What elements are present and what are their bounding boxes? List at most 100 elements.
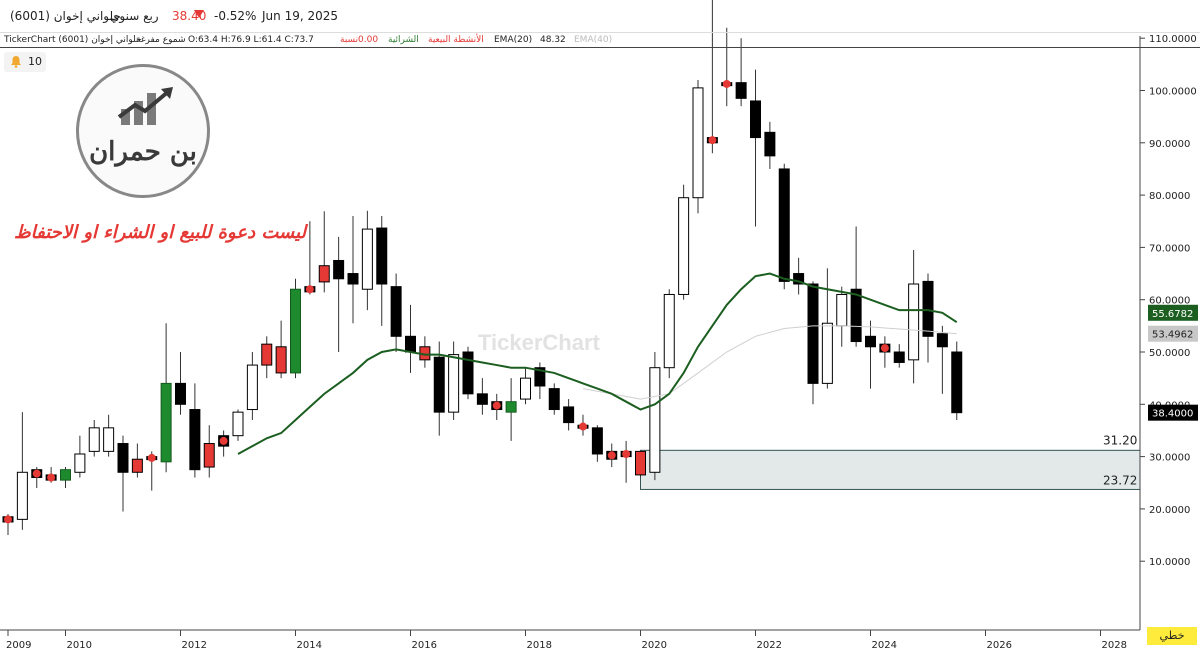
candle-body <box>735 82 747 99</box>
chart-info-bar: TickerChart (6001) حلواني إخوان شموع مفر… <box>0 33 1200 48</box>
candle-body <box>778 168 790 282</box>
candle-body <box>246 364 258 411</box>
candle-dot <box>622 449 631 458</box>
candle <box>750 69 761 227</box>
x-tick-label: 2020 <box>642 640 667 650</box>
candle <box>232 409 244 441</box>
watermark: TickerChart <box>478 330 600 355</box>
candle <box>333 236 345 352</box>
candle <box>764 121 776 169</box>
candle <box>146 451 158 491</box>
x-tick-label: 2009 <box>6 640 31 650</box>
ema20-line <box>237 272 958 455</box>
period-label[interactable]: ربع سنوي <box>110 9 159 23</box>
candle <box>275 320 287 379</box>
alerts-button[interactable]: 10 <box>4 52 46 72</box>
candle <box>936 325 948 394</box>
candle <box>203 425 215 478</box>
candle-body <box>750 100 761 139</box>
candle <box>721 27 733 107</box>
x-axis: 2009 2010 2012 2014 2016 2018 2020 2022 2024 2026… <box>0 629 1140 650</box>
price-tag-label: 38.4000 <box>1152 409 1193 420</box>
y-tick-label: 80.0000 <box>1149 191 1190 202</box>
candle <box>60 467 71 488</box>
candle-dot <box>579 422 587 431</box>
candle-dot <box>47 473 56 482</box>
candle <box>103 414 115 457</box>
candle-body <box>333 259 345 280</box>
chart-type-label[interactable]: شموع مفرغة <box>136 35 186 45</box>
y-tick-label: 110.0000 <box>1149 34 1197 45</box>
ema40-label[interactable]: EMA(40) <box>574 35 613 45</box>
candle <box>850 226 862 347</box>
candle-body <box>16 471 28 520</box>
candle-body <box>103 427 115 452</box>
x-tick-label: 2026 <box>987 640 1012 650</box>
x-tick-label: 2028 <box>1102 640 1127 650</box>
x-tick-label: 2022 <box>757 640 782 650</box>
support-zone <box>640 449 1141 490</box>
candle-dot <box>492 401 501 410</box>
y-tick-label: 60.0000 <box>1149 296 1190 307</box>
price-tags: 55.6782 53.4962 38.4000 <box>1148 304 1198 421</box>
y-tick-label: 10.0000 <box>1149 557 1190 568</box>
candle-dot <box>607 451 616 460</box>
ema20-label[interactable]: EMA(20) <box>494 35 533 45</box>
candle-body <box>232 411 244 437</box>
x-tick-label: 2016 <box>412 640 437 650</box>
y-tick-label: 90.0000 <box>1149 139 1190 150</box>
candle <box>520 367 531 405</box>
candle <box>893 344 905 368</box>
candle-body <box>520 377 531 400</box>
candle-body <box>462 351 474 395</box>
candle-body <box>663 293 675 369</box>
candle-body <box>649 367 661 473</box>
candle-body <box>865 335 876 348</box>
candle <box>419 336 431 368</box>
candle <box>836 286 848 347</box>
candle-body <box>160 382 172 463</box>
candle <box>290 278 301 379</box>
candles <box>2 0 963 536</box>
candle <box>376 216 388 326</box>
buy-activity-label: الشرائية <box>388 35 419 45</box>
candle <box>318 211 330 293</box>
candle-body <box>175 382 186 405</box>
candle <box>433 341 445 436</box>
candle <box>491 393 503 420</box>
candle <box>951 341 963 420</box>
symbol-header: (6001) حلواني إخوان ربع سنوي 38.40 -0.52… <box>0 0 1200 33</box>
line-type-button[interactable]: خطي <box>1147 627 1197 645</box>
candle <box>706 0 718 154</box>
candle-dot <box>4 515 12 524</box>
candle-dot <box>880 344 889 353</box>
support-zone-bottom-label: 23.72 <box>1103 473 1137 487</box>
candle-dot <box>305 285 314 294</box>
price-tag-bg <box>1148 404 1198 421</box>
y-tick-label: 70.0000 <box>1149 243 1190 254</box>
brand-logo: بن حمران <box>76 64 210 198</box>
candle-body <box>189 409 201 471</box>
price-tag-bg <box>1148 325 1198 342</box>
symbol-name[interactable]: (6001) حلواني إخوان <box>10 9 121 23</box>
y-tick-label: 30.0000 <box>1149 453 1190 464</box>
x-tick-label: 2012 <box>182 640 207 650</box>
candle-body <box>275 346 287 374</box>
price-change: -0.52% <box>214 9 257 23</box>
candle-body <box>807 283 819 384</box>
candle <box>922 273 934 363</box>
alerts-count: 10 <box>28 55 42 68</box>
candle-body <box>936 333 948 348</box>
support-zone-top-label: 31.20 <box>1103 433 1137 447</box>
candle-dot <box>147 453 156 462</box>
candle <box>807 281 819 405</box>
candle <box>175 352 186 415</box>
candle-body <box>908 283 920 361</box>
candle <box>88 419 100 457</box>
candle <box>591 425 603 462</box>
candle <box>31 467 43 488</box>
candle <box>635 450 646 478</box>
candle-body <box>347 273 359 285</box>
candle-dot <box>722 79 731 88</box>
